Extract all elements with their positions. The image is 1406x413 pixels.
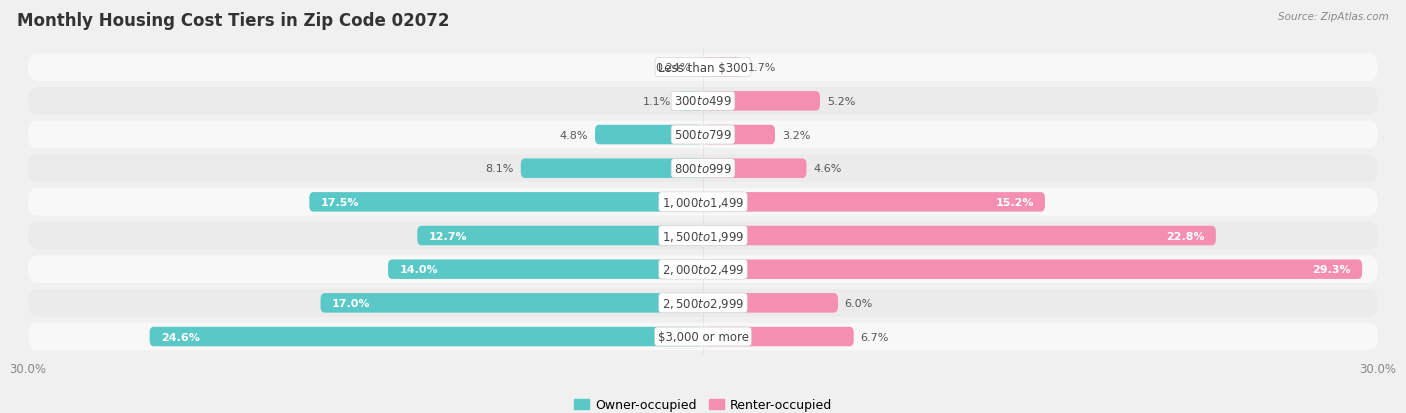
Text: 8.1%: 8.1% [485,164,515,174]
FancyBboxPatch shape [28,155,1378,183]
Text: 24.6%: 24.6% [160,332,200,342]
Text: Source: ZipAtlas.com: Source: ZipAtlas.com [1278,12,1389,22]
Text: 3.2%: 3.2% [782,130,810,140]
FancyBboxPatch shape [418,226,703,246]
Text: $800 to $999: $800 to $999 [673,162,733,175]
Text: $2,000 to $2,499: $2,000 to $2,499 [662,263,744,277]
Text: 6.0%: 6.0% [845,298,873,308]
Text: 15.2%: 15.2% [995,197,1033,207]
FancyBboxPatch shape [520,159,703,178]
FancyBboxPatch shape [28,189,1378,216]
FancyBboxPatch shape [388,260,703,279]
FancyBboxPatch shape [28,88,1378,115]
Text: 17.5%: 17.5% [321,197,359,207]
FancyBboxPatch shape [28,323,1378,351]
FancyBboxPatch shape [703,159,807,178]
Text: 6.7%: 6.7% [860,332,889,342]
Text: $300 to $499: $300 to $499 [673,95,733,108]
FancyBboxPatch shape [595,126,703,145]
Text: 17.0%: 17.0% [332,298,370,308]
FancyBboxPatch shape [697,58,703,78]
Text: $1,000 to $1,499: $1,000 to $1,499 [662,195,744,209]
Text: 1.7%: 1.7% [748,63,776,73]
FancyBboxPatch shape [703,327,853,347]
FancyBboxPatch shape [703,126,775,145]
Text: 29.3%: 29.3% [1312,265,1351,275]
FancyBboxPatch shape [309,192,703,212]
Text: 5.2%: 5.2% [827,97,855,107]
FancyBboxPatch shape [703,58,741,78]
FancyBboxPatch shape [703,92,820,112]
Text: 4.8%: 4.8% [560,130,588,140]
FancyBboxPatch shape [321,293,703,313]
FancyBboxPatch shape [703,293,838,313]
Text: $3,000 or more: $3,000 or more [658,330,748,343]
FancyBboxPatch shape [28,121,1378,149]
Text: $1,500 to $1,999: $1,500 to $1,999 [662,229,744,243]
Text: $500 to $799: $500 to $799 [673,129,733,142]
Legend: Owner-occupied, Renter-occupied: Owner-occupied, Renter-occupied [568,393,838,413]
Text: $2,500 to $2,999: $2,500 to $2,999 [662,296,744,310]
FancyBboxPatch shape [149,327,703,347]
Text: 0.24%: 0.24% [655,63,690,73]
FancyBboxPatch shape [28,222,1378,250]
FancyBboxPatch shape [703,260,1362,279]
Text: 4.6%: 4.6% [813,164,842,174]
FancyBboxPatch shape [703,226,1216,246]
Text: Monthly Housing Cost Tiers in Zip Code 02072: Monthly Housing Cost Tiers in Zip Code 0… [17,12,450,30]
FancyBboxPatch shape [703,192,1045,212]
FancyBboxPatch shape [28,54,1378,82]
FancyBboxPatch shape [678,92,703,112]
Text: 22.8%: 22.8% [1166,231,1205,241]
FancyBboxPatch shape [28,256,1378,283]
Text: 12.7%: 12.7% [429,231,467,241]
Text: 14.0%: 14.0% [399,265,437,275]
Text: Less than $300: Less than $300 [658,62,748,74]
Text: 1.1%: 1.1% [644,97,672,107]
FancyBboxPatch shape [28,290,1378,317]
